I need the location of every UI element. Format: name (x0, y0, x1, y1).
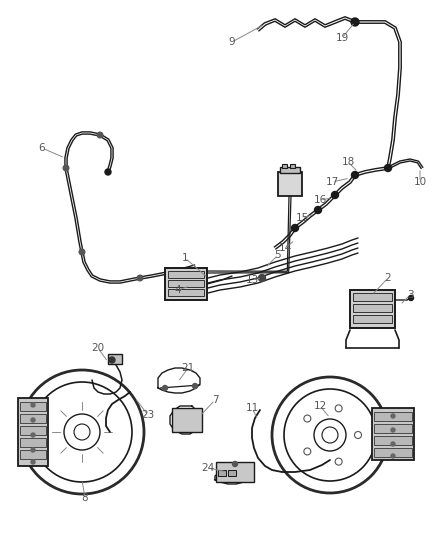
Circle shape (390, 454, 394, 458)
Circle shape (192, 384, 197, 389)
Circle shape (31, 403, 35, 407)
Bar (108, 354, 122, 364)
Bar (373, 424, 411, 433)
Text: 7: 7 (211, 395, 218, 405)
Circle shape (105, 169, 111, 175)
Bar (373, 448, 411, 457)
Circle shape (314, 206, 321, 214)
Circle shape (31, 448, 35, 452)
Bar (371, 408, 413, 460)
Bar (352, 293, 391, 301)
Circle shape (291, 224, 298, 231)
Text: 17: 17 (325, 177, 338, 187)
Bar (373, 412, 411, 421)
Bar (168, 271, 204, 278)
Bar (165, 268, 207, 300)
Bar (20, 438, 46, 447)
Bar (172, 408, 201, 432)
Circle shape (31, 460, 35, 464)
Circle shape (384, 165, 391, 172)
Text: 16: 16 (313, 195, 326, 205)
Circle shape (350, 18, 358, 26)
Text: 19: 19 (335, 33, 348, 43)
Circle shape (162, 385, 167, 391)
Bar (20, 426, 46, 435)
Text: 13: 13 (245, 275, 258, 285)
Text: 6: 6 (39, 143, 45, 153)
Bar (18, 398, 48, 466)
Bar (168, 280, 204, 287)
Text: 14: 14 (278, 243, 291, 253)
Bar (215, 462, 254, 482)
Bar (290, 164, 294, 168)
Text: 10: 10 (413, 177, 426, 187)
Circle shape (63, 165, 69, 171)
Circle shape (31, 433, 35, 437)
Text: 5: 5 (274, 250, 281, 260)
Text: 9: 9 (228, 37, 235, 47)
Text: 1: 1 (181, 253, 188, 263)
Text: 4: 4 (174, 285, 181, 295)
Circle shape (232, 462, 237, 466)
Bar (168, 289, 204, 296)
Circle shape (351, 172, 358, 179)
Text: 15: 15 (295, 213, 308, 223)
Circle shape (390, 442, 394, 446)
Circle shape (331, 191, 338, 198)
Circle shape (137, 275, 142, 281)
Text: 24: 24 (201, 463, 214, 473)
Text: 21: 21 (181, 363, 194, 373)
Bar (20, 414, 46, 423)
Text: 20: 20 (91, 343, 104, 353)
Bar (227, 470, 236, 476)
Circle shape (109, 357, 115, 363)
Circle shape (390, 414, 394, 418)
Bar (281, 164, 286, 168)
Circle shape (79, 249, 85, 255)
Bar (218, 470, 226, 476)
Bar (352, 304, 391, 312)
Circle shape (31, 418, 35, 422)
Bar (277, 172, 301, 196)
Circle shape (258, 274, 265, 281)
Text: 12: 12 (313, 401, 326, 411)
Text: 11: 11 (245, 403, 258, 413)
Circle shape (97, 132, 102, 138)
Text: 3: 3 (406, 290, 412, 300)
Circle shape (408, 295, 413, 301)
Text: 18: 18 (341, 157, 354, 167)
Bar (373, 436, 411, 445)
Text: 23: 23 (141, 410, 154, 420)
Bar (279, 167, 299, 173)
Text: 8: 8 (81, 493, 88, 503)
Bar (20, 450, 46, 459)
Bar (352, 315, 391, 323)
Bar (20, 402, 46, 411)
Circle shape (390, 428, 394, 432)
Bar (349, 290, 394, 328)
Text: 2: 2 (384, 273, 390, 283)
